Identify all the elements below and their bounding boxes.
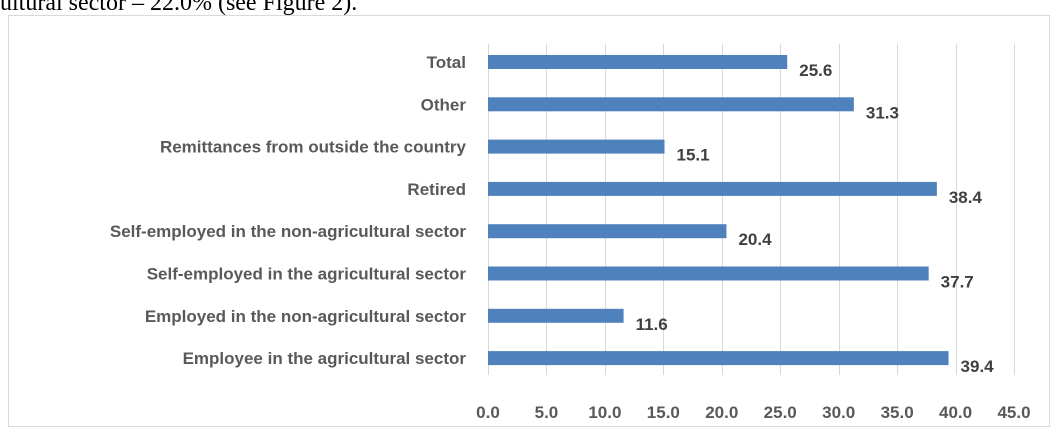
bar: [488, 351, 949, 366]
bar: [488, 224, 727, 239]
category-label: Other: [421, 95, 467, 114]
x-tick-label: 10.0: [588, 403, 621, 422]
category-label: Employed in the non-agricultural sector: [145, 307, 467, 326]
category-label: Remittances from outside the country: [160, 138, 467, 157]
category-labels: Total Other Remittances from outside the c…: [110, 53, 467, 368]
bar: [488, 181, 937, 196]
x-tick-label: 45.0: [997, 403, 1030, 422]
x-tick-label: 35.0: [881, 403, 914, 422]
category-label: Self-employed in the non-agricultural se…: [110, 222, 466, 241]
x-tick-label: 15.0: [647, 403, 680, 422]
bar: [488, 139, 665, 154]
category-label: Retired: [407, 180, 466, 199]
x-tick-label: 25.0: [764, 403, 797, 422]
data-label: 37.7: [941, 273, 974, 292]
header-text: ultural sector – 22.0% (see Figure 2).: [0, 0, 358, 16]
data-label: 25.6: [799, 61, 832, 80]
data-label: 39.4: [961, 357, 995, 376]
x-tick-label: 5.0: [535, 403, 559, 422]
bar: [488, 55, 788, 69]
category-label: Total: [427, 53, 466, 72]
x-tick-label: 40.0: [939, 403, 972, 422]
gridlines: [488, 44, 1015, 375]
x-tick-labels: 0.0 5.0 10.0 15.0 20.0 25.0 30.0 35.0 40.0 45.0: [476, 403, 1030, 422]
x-tick-label: 30.0: [822, 403, 855, 422]
category-label: Employee in the agricultural sector: [183, 349, 467, 368]
bar: [488, 266, 929, 281]
x-tick-label: 0.0: [476, 403, 500, 422]
data-label: 31.3: [866, 103, 899, 122]
data-label: 20.4: [738, 230, 772, 249]
data-label: 11.6: [636, 315, 668, 334]
bar: [488, 308, 624, 323]
bar: [488, 97, 854, 112]
data-labels: 25.6 31.3 15.1 38.4 20.4 37.7 11.6 39.4: [636, 61, 995, 376]
category-label: Self-employed in the agricultural sector: [147, 265, 467, 284]
data-label: 38.4: [949, 188, 983, 207]
data-label: 15.1: [677, 146, 710, 165]
x-tick-label: 20.0: [705, 403, 738, 422]
bars: [488, 55, 949, 366]
